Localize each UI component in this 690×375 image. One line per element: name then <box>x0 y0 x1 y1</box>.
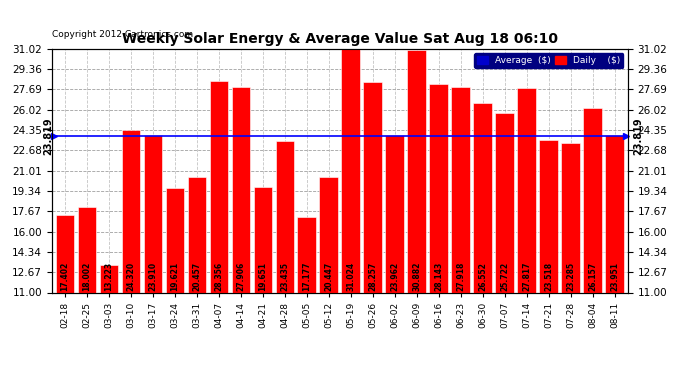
Text: 18.002: 18.002 <box>82 261 92 291</box>
Text: 23.910: 23.910 <box>148 261 157 291</box>
Bar <box>56 214 75 292</box>
Text: 13.223: 13.223 <box>104 261 113 291</box>
Text: 24.320: 24.320 <box>126 261 135 291</box>
Text: 27.906: 27.906 <box>237 261 246 291</box>
Text: 26.157: 26.157 <box>588 261 598 291</box>
Text: 26.552: 26.552 <box>478 262 487 291</box>
Bar <box>253 187 272 292</box>
Bar <box>275 141 294 292</box>
Bar <box>297 217 316 292</box>
Text: 19.621: 19.621 <box>170 261 179 291</box>
Text: 19.651: 19.651 <box>258 262 267 291</box>
Text: 23.951: 23.951 <box>610 262 619 291</box>
Text: 25.722: 25.722 <box>500 261 509 291</box>
Bar <box>232 87 250 292</box>
Bar <box>562 143 580 292</box>
Text: 23.435: 23.435 <box>280 262 289 291</box>
Text: 17.177: 17.177 <box>302 261 311 291</box>
Bar <box>408 50 426 292</box>
Bar <box>77 207 97 292</box>
Text: 23.819: 23.819 <box>633 118 644 155</box>
Text: 30.882: 30.882 <box>413 261 422 291</box>
Bar <box>364 82 382 292</box>
Bar <box>144 135 162 292</box>
Text: 20.457: 20.457 <box>193 261 201 291</box>
Bar <box>210 81 228 292</box>
Bar <box>540 140 558 292</box>
Bar <box>121 130 140 292</box>
Bar <box>188 177 206 292</box>
Bar <box>342 49 360 292</box>
Text: 20.447: 20.447 <box>324 261 333 291</box>
Title: Weekly Solar Energy & Average Value Sat Aug 18 06:10: Weekly Solar Energy & Average Value Sat … <box>122 32 558 46</box>
Text: 28.143: 28.143 <box>434 261 443 291</box>
Legend: Average  ($), Daily    ($): Average ($), Daily ($) <box>474 53 623 68</box>
Text: 17.402: 17.402 <box>61 261 70 291</box>
Bar <box>386 135 404 292</box>
Bar <box>495 113 514 292</box>
Bar <box>473 103 492 292</box>
Text: 23.285: 23.285 <box>566 261 575 291</box>
Text: 28.257: 28.257 <box>368 261 377 291</box>
Bar <box>319 177 338 292</box>
Text: 23.518: 23.518 <box>544 261 553 291</box>
Bar <box>166 188 184 292</box>
Text: Copyright 2012 Cartronics.com: Copyright 2012 Cartronics.com <box>52 30 193 39</box>
Text: 27.817: 27.817 <box>522 261 531 291</box>
Text: 23.819: 23.819 <box>43 118 53 155</box>
Bar <box>429 84 448 292</box>
Bar <box>99 266 118 292</box>
Bar <box>451 87 470 292</box>
Bar <box>605 135 624 292</box>
Bar <box>518 88 536 292</box>
Text: 23.962: 23.962 <box>391 261 400 291</box>
Bar <box>583 108 602 292</box>
Text: 27.918: 27.918 <box>456 261 465 291</box>
Text: 28.356: 28.356 <box>215 261 224 291</box>
Text: 31.024: 31.024 <box>346 261 355 291</box>
